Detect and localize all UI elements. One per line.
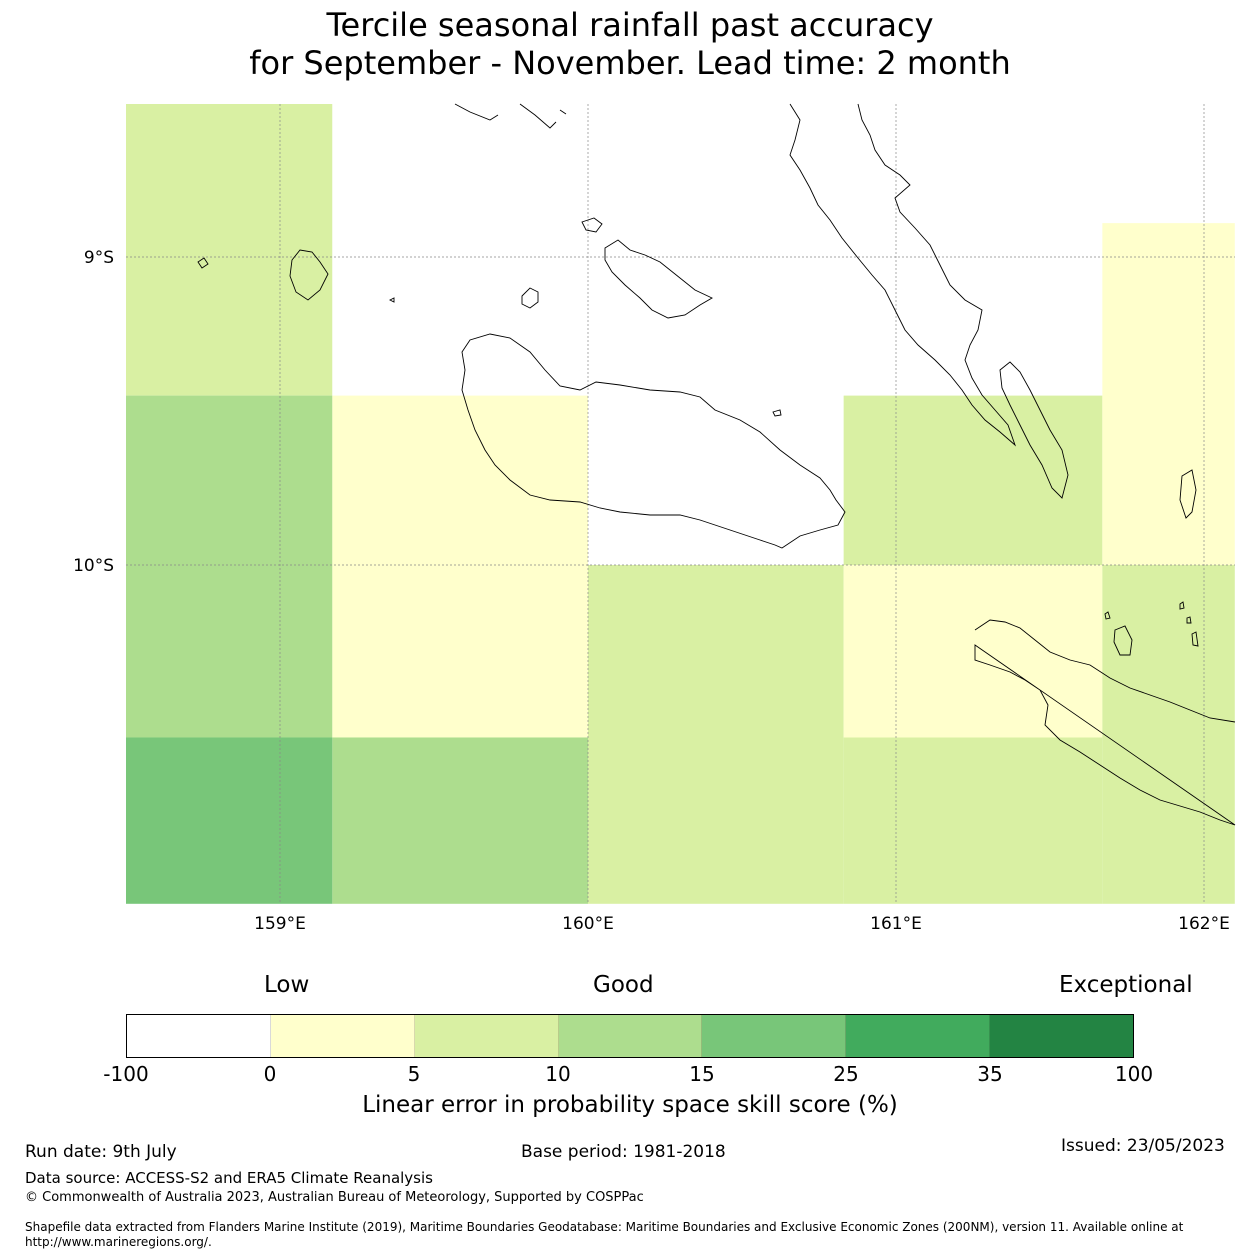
category-low-label: Low <box>264 972 310 998</box>
grid-cell <box>843 565 1103 738</box>
coastline-new-georgia-edge <box>454 103 567 129</box>
grid-cell <box>1102 565 1235 904</box>
issued-date: Issued: 23/05/2023 <box>1061 1136 1225 1156</box>
lon-label-159e: 159°E <box>254 914 306 934</box>
axis-labels: 9°S 10°S 159°E 160°E 161°E 162°E <box>73 248 1230 934</box>
map: 9°S 10°S 159°E 160°E 161°E 162°E <box>73 103 1236 934</box>
grid-cell <box>843 737 1103 904</box>
coastline-guadalcanal <box>461 333 846 549</box>
grid-cell <box>126 104 333 396</box>
copyright: © Commonwealth of Australia 2023, Austra… <box>25 1190 644 1205</box>
colorbar-tick-label: 0 <box>263 1062 277 1086</box>
grid-cell <box>332 104 588 396</box>
coastline-ugi <box>1113 625 1133 656</box>
skill-grid <box>126 104 1235 904</box>
colorbar-segment <box>702 1015 847 1057</box>
coastline-ulawa <box>1179 469 1197 519</box>
shapefile-credit: Shapefile data extracted from Flanders M… <box>25 1220 1184 1249</box>
colorbar-label: Linear error in probability space skill … <box>362 1092 898 1118</box>
grid-cell <box>126 395 333 738</box>
colorbar-segment <box>270 1015 415 1057</box>
lon-label-162e: 162°E <box>1178 914 1230 934</box>
colorbar-tick-label: 25 <box>833 1062 859 1086</box>
colorbar-segment <box>414 1015 559 1057</box>
coastline-russell-islands <box>289 249 329 301</box>
coastline-small-islet-a <box>197 257 209 269</box>
grid-cell <box>588 565 844 904</box>
coastline-small-malaita <box>999 361 1069 499</box>
grid-cell <box>588 104 844 565</box>
chart-title: Tercile seasonal rainfall past accuracy … <box>0 6 1260 82</box>
colorbar-segment <box>990 1015 1134 1057</box>
lon-label-160e: 160°E <box>562 914 614 934</box>
colorbar-segment <box>127 1015 271 1057</box>
category-exceptional-label: Exceptional <box>1059 972 1193 998</box>
run-date: Run date: 9th July <box>25 1142 177 1162</box>
coastline-malaita <box>789 103 1016 447</box>
category-good-label: Good <box>593 972 654 998</box>
coastline-florida-islands <box>604 239 713 319</box>
colorbar-segment <box>558 1015 703 1057</box>
grid-cell <box>332 737 588 904</box>
colorbar-tick-label: -100 <box>103 1062 149 1086</box>
coastline-savo <box>521 287 539 309</box>
colorbar-tick-label: 15 <box>689 1062 715 1086</box>
data-source: Data source: ACCESS-S2 and ERA5 Climate … <box>25 1169 433 1187</box>
grid-cell <box>1102 223 1235 565</box>
colorbar <box>126 1014 1134 1058</box>
grid-cell <box>843 104 1103 396</box>
coastline-small-islet-d <box>388 297 395 303</box>
coastline-makira <box>974 619 1236 826</box>
coastline-small-islet-c <box>772 409 782 417</box>
colorbar-tick-label: 100 <box>1114 1062 1154 1086</box>
colorbar-tick-label: 5 <box>407 1062 421 1086</box>
colorbar-segment <box>846 1015 991 1057</box>
grid-cell <box>126 737 333 904</box>
grid-cell <box>332 395 588 738</box>
coastline-small-islet-e <box>1104 601 1199 647</box>
colorbar-tick-label: 35 <box>977 1062 1003 1086</box>
grid-cell <box>843 395 1103 565</box>
colorbar-tick-label: 10 <box>545 1062 571 1086</box>
title-line-1: Tercile seasonal rainfall past accuracy <box>326 6 934 44</box>
base-period: Base period: 1981-2018 <box>521 1142 726 1162</box>
title-line-2: for September - November. Lead time: 2 m… <box>249 44 1011 82</box>
grid-cell <box>1102 104 1235 224</box>
coastline-small-islet-b <box>581 217 603 233</box>
lat-label-9s: 9°S <box>84 248 114 268</box>
coastlines <box>197 103 1236 826</box>
lon-label-161e: 161°E <box>870 914 922 934</box>
lat-label-10s: 10°S <box>73 556 114 576</box>
